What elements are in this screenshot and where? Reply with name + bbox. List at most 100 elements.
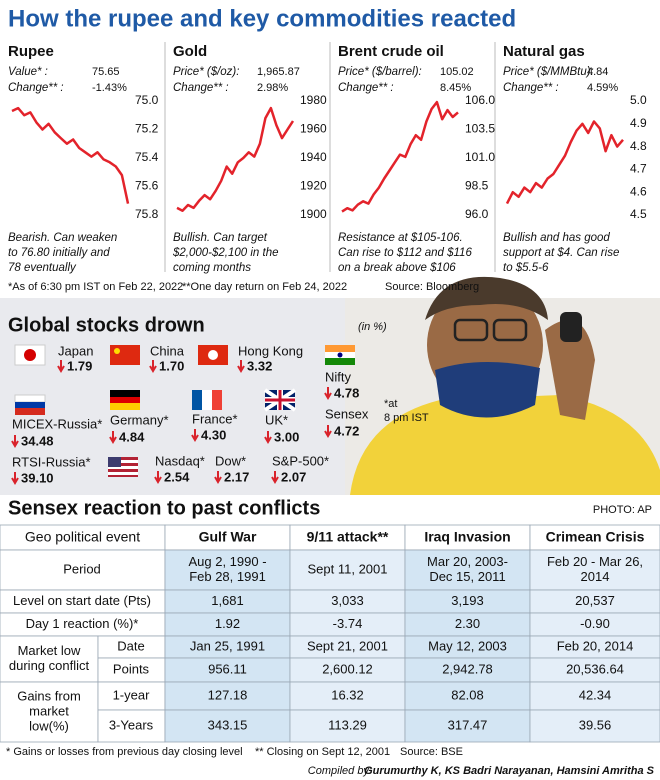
info-label: Price* ($/barrel):	[338, 66, 422, 78]
info-label: Value* :	[8, 66, 48, 78]
down-arrow	[324, 387, 332, 400]
down-arrow	[57, 360, 65, 373]
table-cell	[404, 524, 531, 551]
cell-text: 3,033	[331, 593, 364, 608]
caption: $2,000-$2,100 in the	[172, 247, 279, 259]
info-label: Change** :	[173, 82, 229, 94]
cell-text: 1,681	[211, 593, 244, 608]
chart-title: Natural gas	[503, 43, 585, 60]
cell-text: 2.30	[455, 616, 480, 631]
y-tick-label: 4.8	[630, 139, 647, 153]
stock-value: 3.32	[247, 358, 272, 373]
info-value: 75.65	[92, 66, 120, 78]
stocks-note: 8 pm IST	[384, 412, 429, 424]
caption: 78 eventually	[8, 262, 77, 274]
cell-text: 3,193	[451, 593, 484, 608]
caption: support at $4. Can rise	[503, 247, 619, 259]
cell-text: Gains from	[17, 688, 81, 703]
stock-value: 39.10	[21, 470, 54, 485]
cell-text: Aug 2, 1990 -	[188, 554, 266, 569]
cell-text: 2,942.78	[442, 661, 493, 676]
table-cell	[289, 549, 406, 591]
table-cell	[0, 681, 99, 743]
stock-value: 34.48	[21, 433, 54, 448]
cell-text: market	[29, 703, 69, 718]
down-arrow	[271, 471, 279, 484]
cell-text: Sept 21, 2001	[307, 638, 388, 653]
stocks-unit: (in %)	[358, 321, 387, 333]
cell-text: 82.08	[451, 687, 484, 702]
stock-name: Germany*	[110, 412, 169, 427]
y-tick-label: 75.4	[135, 150, 159, 164]
caption: Bearish. Can weaken	[8, 232, 117, 244]
cell-text: 20,536.64	[566, 661, 624, 676]
chart-title: Gold	[173, 43, 207, 60]
stock-name: RTSI-Russia*	[12, 454, 91, 469]
y-tick-label: 103.5	[465, 122, 495, 136]
stock-name: Japan	[58, 343, 93, 358]
table-cell	[529, 524, 660, 551]
stock-name: China	[150, 343, 185, 358]
credit: Gurumurthy K, KS Badri Narayanan, Hamsin…	[364, 765, 655, 777]
stock-value: 2.54	[164, 469, 190, 484]
credit-label: Compiled by:	[308, 765, 372, 777]
table-cell	[289, 524, 406, 551]
stock-value: 1.79	[67, 358, 92, 373]
table-cell	[164, 657, 291, 683]
page-title: How the rupee and key commodities reacte…	[8, 5, 516, 32]
cell-text: 317.47	[448, 717, 488, 732]
cell-text: 956.11	[208, 661, 247, 676]
table-cell	[97, 709, 166, 743]
down-arrow	[324, 425, 332, 438]
y-tick-label: 4.5	[630, 207, 647, 221]
caption: Bullish and has good	[503, 232, 610, 244]
y-tick-label: 96.0	[465, 207, 489, 221]
row-label: Period	[63, 561, 101, 576]
info-value: -1.43%	[92, 82, 127, 94]
y-tick-label: 4.9	[630, 116, 647, 130]
y-tick-label: 4.7	[630, 162, 647, 176]
down-arrow	[154, 471, 162, 484]
cell-text: 113.29	[328, 717, 367, 732]
table-cell	[404, 549, 531, 591]
cell-text: Market low	[18, 643, 81, 658]
down-arrow	[149, 360, 157, 373]
table-title: Sensex reaction to past conflicts	[8, 497, 320, 519]
y-tick-label: 4.6	[630, 184, 647, 198]
stock-name: Sensex	[325, 406, 369, 421]
stock-value: 3.00	[274, 429, 299, 444]
info-value: 8.45%	[440, 82, 471, 94]
caption: coming months	[173, 262, 251, 274]
table-cell	[164, 709, 291, 743]
cell-text: 2,600.12	[322, 661, 373, 676]
stock-value: 4.78	[334, 385, 359, 400]
caption: Resistance at $105-106.	[338, 232, 463, 244]
footnote: Source: BSE	[400, 746, 463, 758]
info-label: Change** :	[8, 82, 64, 94]
info-value: 4.59%	[587, 82, 618, 94]
row-label: Points	[113, 661, 150, 676]
caption: on a break above $106	[338, 262, 456, 274]
footnote: ** Closing on Sept 12, 2001	[255, 746, 390, 758]
down-arrow	[109, 431, 117, 444]
table-cell	[529, 709, 660, 743]
cell-text: 20,537	[575, 593, 615, 608]
cell-text: -3.74	[333, 616, 363, 631]
chart-note: **One day return on Feb 24, 2022	[182, 281, 347, 293]
cell-text: 343.15	[208, 717, 248, 732]
y-tick-label: 101.0	[465, 150, 495, 164]
photo-credit: PHOTO: AP	[593, 504, 652, 516]
table-cell	[164, 549, 291, 591]
info-label: Change** :	[338, 82, 394, 94]
cell-text: 127.18	[208, 687, 248, 702]
stock-name: Hong Kong	[238, 343, 303, 358]
stock-value: 4.30	[201, 427, 226, 442]
info-value: 2.98%	[257, 82, 288, 94]
down-arrow	[214, 471, 222, 484]
cell-text: during conflict	[9, 658, 90, 673]
cell-text: -0.90	[580, 616, 610, 631]
table-header: Geo political event	[25, 529, 140, 545]
caption: to $5.5-6	[503, 262, 549, 274]
y-tick-label: 1900	[300, 207, 327, 221]
